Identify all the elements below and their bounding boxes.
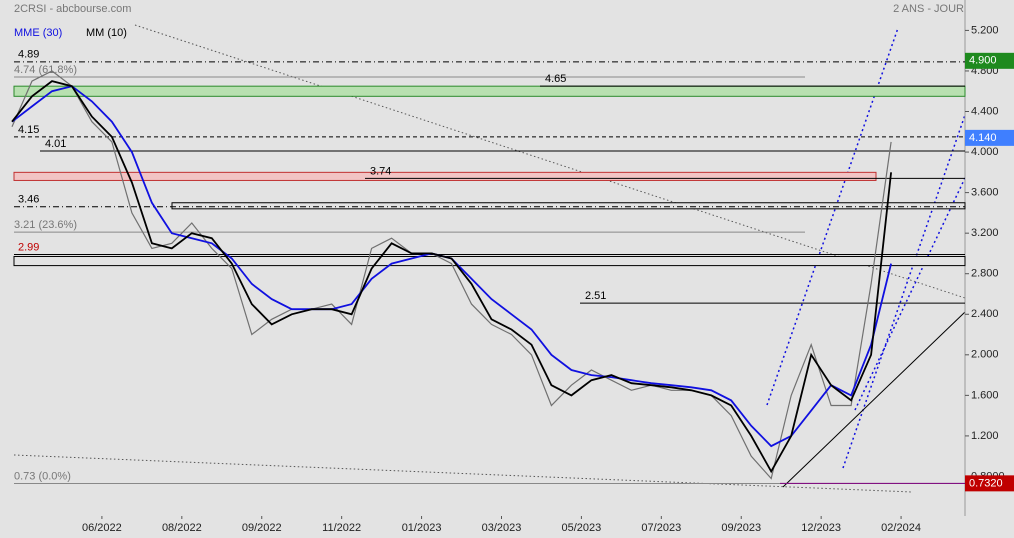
level-label: 2.99 <box>18 241 39 253</box>
level-label: 3.46 <box>18 194 39 206</box>
x-tick-label: 03/2023 <box>482 522 522 534</box>
indicator-line <box>11 80 892 474</box>
legend-entry: MM (10) <box>86 27 127 39</box>
y-tick-label: 3.600 <box>971 187 999 199</box>
level-label: 4.65 <box>545 73 566 85</box>
x-tick-label: 06/2022 <box>82 522 122 534</box>
y-tick-label: 1.200 <box>971 430 999 442</box>
price-tag <box>965 475 1014 492</box>
y-tick-label: 2.400 <box>971 308 999 320</box>
price-tag <box>965 52 1014 69</box>
x-tick-label: 07/2023 <box>641 522 681 534</box>
x-tick-label: 01/2023 <box>402 522 442 534</box>
y-tick-label: 5.200 <box>971 24 999 36</box>
level-label: 0.73 (0.0%) <box>14 470 71 482</box>
x-tick-label: 05/2023 <box>562 522 602 534</box>
level-label: 4.89 <box>18 49 39 61</box>
channel-line <box>842 114 966 469</box>
price-line <box>11 70 892 480</box>
level-label: 3.21 (23.6%) <box>14 219 77 231</box>
y-tick-label: 1.600 <box>971 389 999 401</box>
zone <box>13 171 877 181</box>
x-tick-label: 09/2023 <box>721 522 761 534</box>
zone <box>13 85 966 97</box>
y-tick-label: 4.000 <box>971 146 999 158</box>
zone <box>13 255 966 267</box>
price-tag <box>965 129 1014 146</box>
trend-line <box>13 454 913 493</box>
y-tick-label: 2.000 <box>971 349 999 361</box>
level-label: 2.51 <box>585 290 606 302</box>
channel-line <box>766 27 899 406</box>
x-tick-label: 11/2022 <box>322 522 361 534</box>
y-tick-label: 2.800 <box>971 268 999 280</box>
x-tick-label: 09/2022 <box>242 522 282 534</box>
legend-entry: MME (30) <box>14 27 62 39</box>
level-label: 3.74 <box>370 165 391 177</box>
price-tag-label: 0.7320 <box>969 477 1003 489</box>
chart-subtitle: 2 ANS - JOUR <box>893 3 964 15</box>
x-tick-label: 08/2022 <box>162 522 202 534</box>
level-label: 4.74 (61.8%) <box>14 64 77 76</box>
y-tick-label: 4.400 <box>971 105 999 117</box>
price-tag-label: 4.900 <box>969 55 997 67</box>
level-label: 4.01 <box>45 138 66 150</box>
level-label: 4.15 <box>18 124 39 136</box>
y-tick-label: 3.200 <box>971 227 999 239</box>
x-tick-label: 12/2023 <box>801 522 841 534</box>
x-tick-label: 02/2024 <box>881 522 921 534</box>
support-line <box>782 311 966 488</box>
zone <box>171 202 966 210</box>
chart-title: 2CRSI - abcbourse.com <box>14 3 131 15</box>
trend-line <box>134 24 966 299</box>
price-tag-label: 4.140 <box>969 132 997 144</box>
